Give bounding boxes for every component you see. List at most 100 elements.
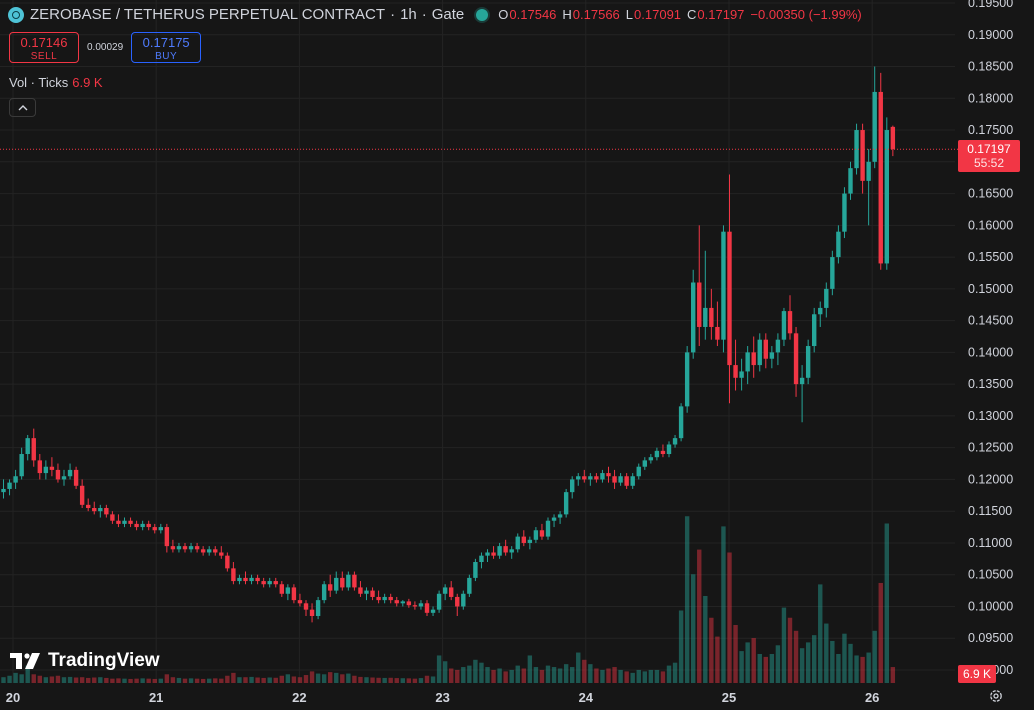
- volume-bar: [188, 678, 194, 683]
- price-tick-label: 0.17500: [968, 123, 1013, 137]
- volume-bar: [739, 651, 744, 683]
- volume-legend[interactable]: Vol · Ticks 6.9 K: [9, 75, 103, 90]
- volume-bar: [715, 636, 720, 683]
- candle-body: [660, 450, 666, 455]
- volume-bar: [37, 675, 42, 683]
- interval[interactable]: 1h: [400, 6, 417, 23]
- candle-body: [793, 333, 799, 385]
- volume-bar: [279, 675, 284, 683]
- current-price-label: 0.17197 55:52: [958, 140, 1020, 172]
- candle-body: [122, 520, 127, 524]
- candle-body: [412, 605, 418, 607]
- volume-bar: [473, 659, 478, 683]
- volume-bar: [878, 582, 883, 683]
- collapse-legend-button[interactable]: [9, 98, 36, 117]
- candle-body: [691, 282, 696, 353]
- candle-body: [624, 476, 629, 486]
- volume-bar: [291, 676, 297, 683]
- candle-body: [19, 454, 24, 477]
- volume-bar: [491, 669, 496, 683]
- volume-bar: [576, 652, 581, 683]
- candle-body: [370, 590, 375, 597]
- sell-label: SELL: [30, 51, 58, 62]
- candle-body: [43, 466, 49, 474]
- candle-body: [358, 587, 363, 594]
- exchange[interactable]: Gate: [431, 6, 465, 23]
- candle-body: [116, 520, 121, 524]
- sell-price: 0.17146: [20, 35, 68, 50]
- candle-body: [781, 311, 787, 340]
- candle-body: [824, 288, 829, 308]
- candle-body: [503, 546, 508, 553]
- volume-bar: [854, 655, 859, 683]
- volume-bar: [836, 654, 841, 683]
- volume-bar: [412, 678, 418, 683]
- candle-body: [890, 126, 896, 150]
- volume-bar: [697, 549, 702, 683]
- volume-bar: [164, 674, 170, 683]
- low-value: 0.17091: [634, 7, 682, 22]
- symbol-name[interactable]: ZEROBASE / TETHERUS PERPETUAL CONTRACT: [30, 6, 386, 23]
- volume-bar: [884, 523, 889, 683]
- sell-button[interactable]: 0.17146 SELL: [9, 32, 79, 63]
- candle-body: [86, 504, 91, 509]
- volume-bar: [170, 677, 176, 683]
- bar-countdown: 55:52: [973, 156, 1005, 170]
- volume-bar: [73, 677, 79, 683]
- current-price-value: 0.17197: [967, 142, 1011, 156]
- candle-body: [207, 549, 212, 553]
- volume-bar: [890, 667, 896, 683]
- time-tick-label: 23: [435, 690, 449, 705]
- candle-body: [678, 406, 684, 439]
- price-axis[interactable]: 0.195000.190000.185000.180000.175000.170…: [968, 0, 1013, 677]
- volume-bar: [842, 633, 847, 683]
- candle-body: [848, 168, 853, 194]
- candle-body: [73, 469, 79, 486]
- candle-body: [473, 562, 478, 578]
- candle-body: [509, 549, 514, 553]
- candle-body: [642, 460, 647, 467]
- volume-bar: [200, 678, 206, 683]
- gear-icon[interactable]: [988, 688, 1004, 704]
- candle-body: [400, 601, 405, 604]
- volume-bar: [158, 678, 163, 683]
- candle-body: [618, 476, 623, 483]
- volume-bar: [273, 677, 278, 683]
- volume-bar: [648, 669, 654, 683]
- candle-body: [104, 508, 109, 515]
- volume-bar: [436, 655, 442, 683]
- close-label: C: [687, 7, 697, 22]
- volume-bar: [376, 677, 381, 683]
- volume-bar: [31, 674, 36, 683]
- volume-bar: [334, 672, 339, 683]
- volume-bar: [805, 642, 811, 683]
- volume-bar: [7, 675, 12, 683]
- candle-body: [303, 603, 309, 610]
- volume-bar: [261, 677, 266, 683]
- open-label: O: [498, 7, 509, 22]
- candle-body: [37, 460, 42, 474]
- volume-bar: [551, 667, 557, 683]
- volume-bar: [642, 671, 647, 683]
- volume-bar: [424, 675, 430, 683]
- candle-body: [836, 231, 841, 258]
- candle-body: [388, 596, 393, 601]
- volume-bar: [249, 676, 254, 683]
- volume-bar: [848, 643, 853, 683]
- candle-body: [49, 466, 55, 470]
- buy-button[interactable]: 0.17175 BUY: [131, 32, 202, 63]
- tradingview-logo[interactable]: TradingView: [10, 650, 160, 672]
- candle-body: [721, 231, 726, 340]
- volume-bar: [449, 668, 454, 683]
- candle-body: [182, 546, 188, 550]
- price-tick-label: 0.18000: [968, 91, 1013, 105]
- chart-legend-header: ZEROBASE / TETHERUS PERPETUAL CONTRACT ·…: [8, 6, 862, 23]
- candle-body: [7, 482, 12, 489]
- candle-body: [600, 473, 605, 480]
- volume-bar: [134, 678, 139, 683]
- candle-body: [775, 339, 781, 353]
- price-tick-label: 0.11500: [968, 504, 1012, 518]
- volume-bar: [104, 677, 109, 683]
- time-axis[interactable]: 20 21 22 23 24 25 26: [6, 690, 880, 705]
